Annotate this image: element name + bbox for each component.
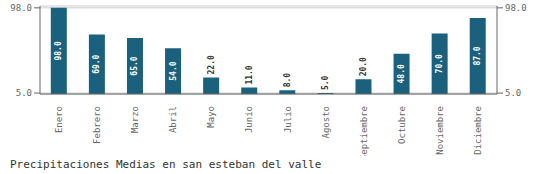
svg-text:Octubre: Octubre bbox=[397, 106, 407, 144]
svg-text:Junio: Junio bbox=[244, 106, 254, 133]
svg-text:5.0: 5.0 bbox=[16, 88, 32, 98]
html-text:Precipitaciones Medias en san: Precipitaciones Medias en san esteban de… bbox=[10, 158, 322, 171]
svg-text:Febrero: Febrero bbox=[92, 106, 102, 144]
svg-text:98.0: 98.0 bbox=[54, 41, 63, 60]
svg-text:Enero: Enero bbox=[54, 106, 64, 133]
svg-text:Abril: Abril bbox=[168, 106, 178, 133]
svg-text:54.0: 54.0 bbox=[169, 61, 178, 80]
svg-text:48.0: 48.0 bbox=[397, 64, 406, 83]
svg-text:20.0: 20.0 bbox=[359, 57, 368, 76]
svg-text:87.0: 87.0 bbox=[473, 46, 482, 65]
svg-text:69.0: 69.0 bbox=[92, 54, 101, 73]
svg-text:11.0: 11.0 bbox=[245, 65, 254, 84]
svg-text:98.0: 98.0 bbox=[505, 3, 527, 13]
svg-text:65.0: 65.0 bbox=[130, 56, 139, 75]
svg-text:22.0: 22.0 bbox=[207, 55, 216, 74]
svg-text:Noviembre: Noviembre bbox=[435, 106, 445, 155]
svg-text:Diciembre: Diciembre bbox=[473, 106, 483, 155]
svg-text:5.0: 5.0 bbox=[505, 88, 521, 98]
svg-text:5.0: 5.0 bbox=[321, 75, 330, 90]
svg-text:98.0: 98.0 bbox=[10, 3, 32, 13]
svg-text:Julio: Julio bbox=[283, 106, 293, 133]
svg-text:Mayo: Mayo bbox=[206, 106, 216, 128]
svg-text:8.0: 8.0 bbox=[283, 73, 292, 88]
svg-text:Marzo: Marzo bbox=[130, 106, 140, 133]
svg-text:Agosto: Agosto bbox=[321, 106, 331, 139]
svg-text:70.0: 70.0 bbox=[435, 54, 444, 73]
svg-text:Septiembre: Septiembre bbox=[359, 106, 369, 156]
